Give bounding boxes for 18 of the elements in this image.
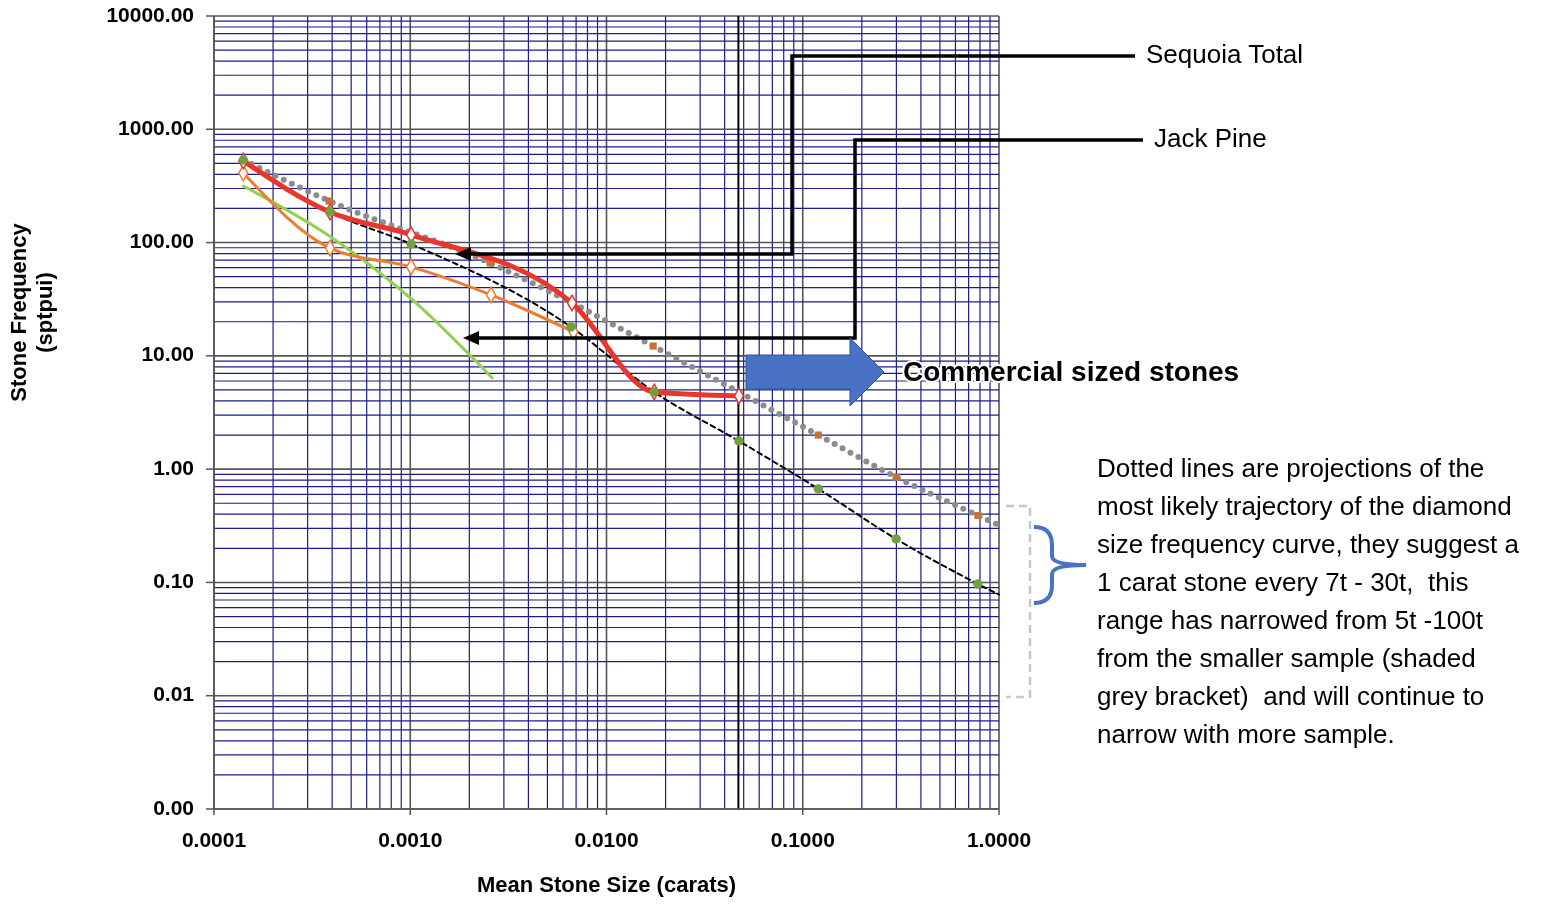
x-tick-label: 0.0100 <box>574 827 639 851</box>
text: Sequoia Total <box>1146 38 1304 69</box>
y-tick-label: 10000.00 <box>106 2 194 26</box>
y-tick-label: 100.00 <box>129 229 194 253</box>
y-tick-label: 0.00 <box>153 795 194 819</box>
x-tick-label: 0.1000 <box>770 827 835 851</box>
y-tick-label: 1.00 <box>153 455 194 479</box>
y-axis-title: Stone Frequency (sptpui) <box>6 222 57 402</box>
x-tick-label: 1.0000 <box>966 827 1032 851</box>
x-tick-label: 0.0010 <box>378 827 443 851</box>
x-axis-title: Mean Stone Size (carats) <box>476 871 737 897</box>
x-tick-label: 0.0001 <box>181 827 247 851</box>
text: Dotted lines are projections of the most likely trajectory of the diamond size frequency curve, they suggest a 1 carat stone every 7t - 30t, this range has narrowed from 5t -100t from the smaller sample (shaded grey bracket) and will continue to narrow with more sample. <box>1097 453 1520 749</box>
text: Jack Pine <box>1154 122 1267 153</box>
y-tick-label: 0.10 <box>153 568 194 592</box>
y-tick-label: 1000.00 <box>118 115 194 139</box>
y-tick-label: 10.00 <box>141 342 194 366</box>
y-tick-label: 0.01 <box>153 682 195 706</box>
